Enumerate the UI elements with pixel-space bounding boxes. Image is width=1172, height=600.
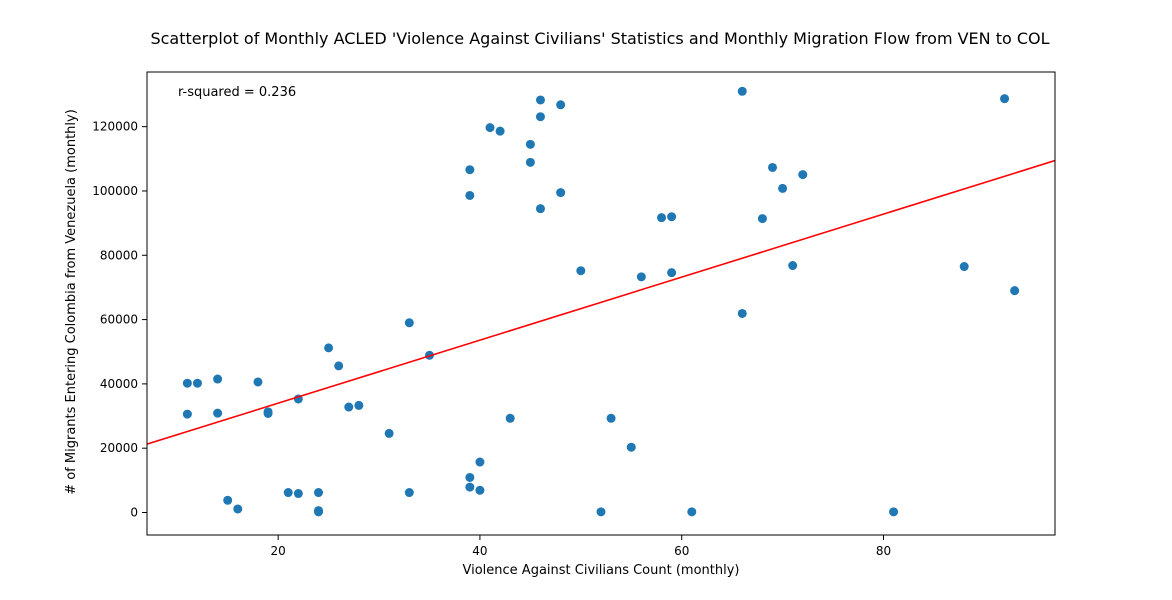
data-point xyxy=(636,272,646,282)
y-tick-label: 120000 xyxy=(92,120,138,134)
data-point xyxy=(314,488,324,498)
data-point xyxy=(535,112,545,122)
data-point xyxy=(535,204,545,214)
data-point xyxy=(354,400,364,410)
y-tick-label: 80000 xyxy=(100,248,138,262)
data-point xyxy=(283,488,293,498)
data-point xyxy=(182,409,192,419)
data-point xyxy=(475,485,485,495)
data-point xyxy=(667,268,677,278)
y-tick-label: 60000 xyxy=(100,313,138,327)
data-point xyxy=(556,100,566,110)
r-squared-annotation: r-squared = 0.236 xyxy=(178,85,296,100)
data-point xyxy=(465,482,475,492)
data-point xyxy=(293,489,303,499)
data-point xyxy=(535,95,545,105)
data-point xyxy=(1010,286,1020,296)
data-point xyxy=(889,507,899,517)
data-point xyxy=(596,507,606,517)
data-point xyxy=(192,378,202,388)
data-point xyxy=(263,408,273,418)
plot-area: 20 40 60 80 0 20000 40000 60000 80000 100000 12000… xyxy=(92,71,1056,558)
data-point xyxy=(485,123,495,133)
data-point xyxy=(314,507,324,517)
data-point xyxy=(465,165,475,175)
x-axis-label: Violence Against Civilians Count (monthl… xyxy=(463,563,740,578)
data-point xyxy=(404,488,414,498)
x-tick-label: 60 xyxy=(674,544,689,558)
data-point xyxy=(737,308,747,318)
y-tick-label: 0 xyxy=(130,505,138,519)
data-point xyxy=(344,402,354,412)
data-point xyxy=(576,266,586,276)
data-point xyxy=(1000,94,1010,104)
data-point xyxy=(798,170,808,180)
data-point xyxy=(606,413,616,423)
data-point xyxy=(213,408,223,418)
data-point xyxy=(757,214,767,224)
data-point xyxy=(182,378,192,388)
data-point xyxy=(505,413,515,423)
data-point xyxy=(334,361,344,371)
data-point xyxy=(253,377,263,387)
y-tick-label: 100000 xyxy=(92,184,138,198)
data-point xyxy=(768,162,778,172)
data-point xyxy=(495,126,505,136)
x-tick-label: 80 xyxy=(876,544,891,558)
data-point xyxy=(525,157,535,167)
data-point xyxy=(737,86,747,96)
chart-title: Scatterplot of Monthly ACLED 'Violence A… xyxy=(150,29,1049,48)
data-point xyxy=(384,428,394,438)
data-point xyxy=(556,188,566,198)
data-point xyxy=(657,213,667,223)
data-point xyxy=(959,262,969,272)
points-group xyxy=(182,86,1020,517)
x-tick-label: 20 xyxy=(271,544,286,558)
data-point xyxy=(233,504,243,514)
data-point xyxy=(465,190,475,200)
regression-line xyxy=(147,159,1055,445)
data-point xyxy=(667,212,677,222)
data-point xyxy=(475,457,485,467)
data-point xyxy=(213,374,223,384)
x-tick-label: 40 xyxy=(472,544,487,558)
y-tick-label: 20000 xyxy=(100,441,138,455)
data-point xyxy=(687,507,697,517)
data-point xyxy=(223,495,233,505)
data-point xyxy=(525,139,535,149)
data-point xyxy=(788,261,798,271)
data-point xyxy=(778,183,788,193)
data-point xyxy=(324,343,334,353)
y-tick-label: 40000 xyxy=(100,377,138,391)
y-axis-label: # of Migrants Entering Colombia from Ven… xyxy=(64,109,79,495)
data-point xyxy=(626,442,636,452)
data-point xyxy=(465,472,475,482)
plot-frame xyxy=(146,71,1056,536)
data-point xyxy=(404,318,414,328)
